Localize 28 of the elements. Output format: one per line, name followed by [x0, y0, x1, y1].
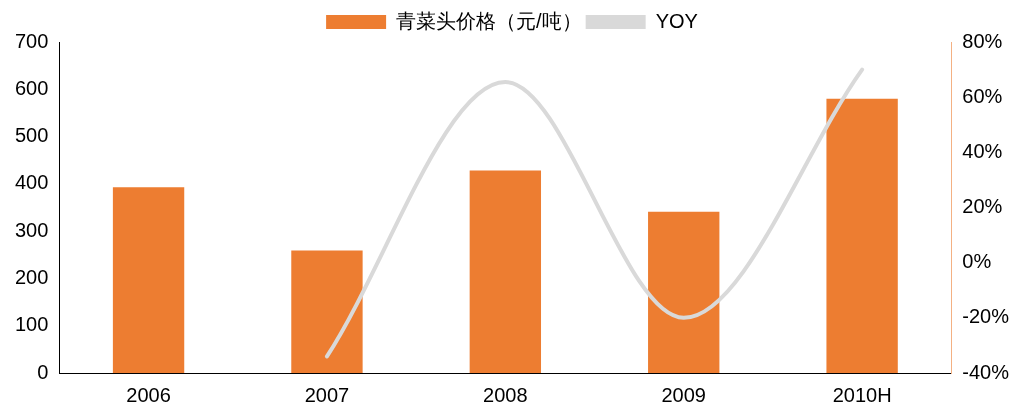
- y2-tick-label: 40%: [962, 139, 1003, 162]
- x-tick-label: 2010H: [832, 383, 892, 406]
- bar: [469, 170, 542, 373]
- y-tick-label: 0: [37, 360, 49, 383]
- bar: [648, 211, 720, 373]
- x-tick-label: 2008: [483, 383, 528, 406]
- legend-label: YOY: [655, 9, 698, 32]
- y-tick-label: 200: [14, 265, 49, 288]
- y-tick-label: 300: [14, 218, 49, 241]
- y2-tick-label: 80%: [962, 29, 1003, 52]
- line-series: [324, 67, 865, 359]
- x-tick-label: 2009: [661, 383, 706, 406]
- y-tick-label: 600: [14, 76, 49, 99]
- y2-tick-label: 60%: [962, 84, 1003, 107]
- x-tick-label: 2006: [126, 383, 171, 406]
- x-tick-label: 2007: [304, 383, 350, 406]
- y2-tick-label: -20%: [962, 305, 1010, 328]
- bar: [112, 187, 185, 373]
- bar: [291, 250, 363, 373]
- y2-tick-label: -40%: [962, 360, 1010, 383]
- y-tick-label: 400: [14, 171, 49, 194]
- bar: [826, 98, 898, 373]
- y-tick-label: 500: [14, 124, 49, 147]
- y2-tick-label: 0%: [962, 250, 992, 273]
- y-tick-label: 700: [14, 29, 49, 52]
- legend-label: 青菜头价格（元/吨）: [396, 9, 582, 32]
- y2-tick-label: 20%: [962, 195, 1003, 218]
- y-tick-label: 100: [14, 313, 49, 336]
